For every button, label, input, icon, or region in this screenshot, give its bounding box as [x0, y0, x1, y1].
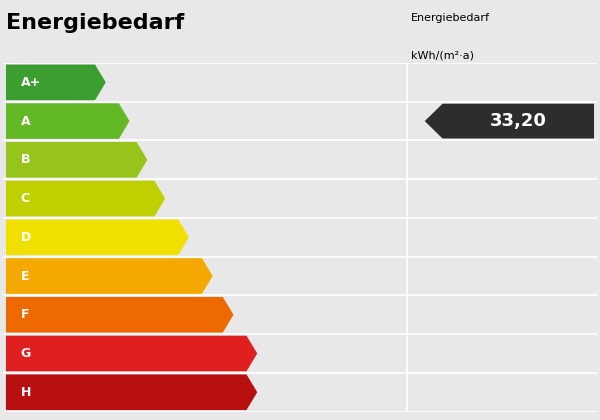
Polygon shape	[6, 374, 257, 410]
Polygon shape	[425, 104, 594, 139]
Text: G: G	[21, 347, 31, 360]
Text: H: H	[21, 386, 31, 399]
Text: Energiebedarf: Energiebedarf	[6, 13, 184, 33]
Polygon shape	[6, 142, 148, 178]
Polygon shape	[6, 258, 212, 294]
Polygon shape	[6, 297, 233, 333]
Text: D: D	[21, 231, 31, 244]
Polygon shape	[6, 103, 130, 139]
Text: E: E	[21, 270, 29, 283]
Polygon shape	[6, 65, 106, 100]
Text: C: C	[21, 192, 30, 205]
Text: Energiebedarf: Energiebedarf	[411, 13, 490, 23]
Text: kWh/(m²·a): kWh/(m²·a)	[411, 50, 474, 60]
Polygon shape	[6, 336, 257, 371]
Text: B: B	[21, 153, 31, 166]
Text: A: A	[21, 115, 31, 128]
Text: 33,20: 33,20	[490, 112, 547, 130]
Text: F: F	[21, 308, 29, 321]
Polygon shape	[6, 181, 165, 216]
Polygon shape	[6, 220, 189, 255]
Text: A+: A+	[21, 76, 41, 89]
